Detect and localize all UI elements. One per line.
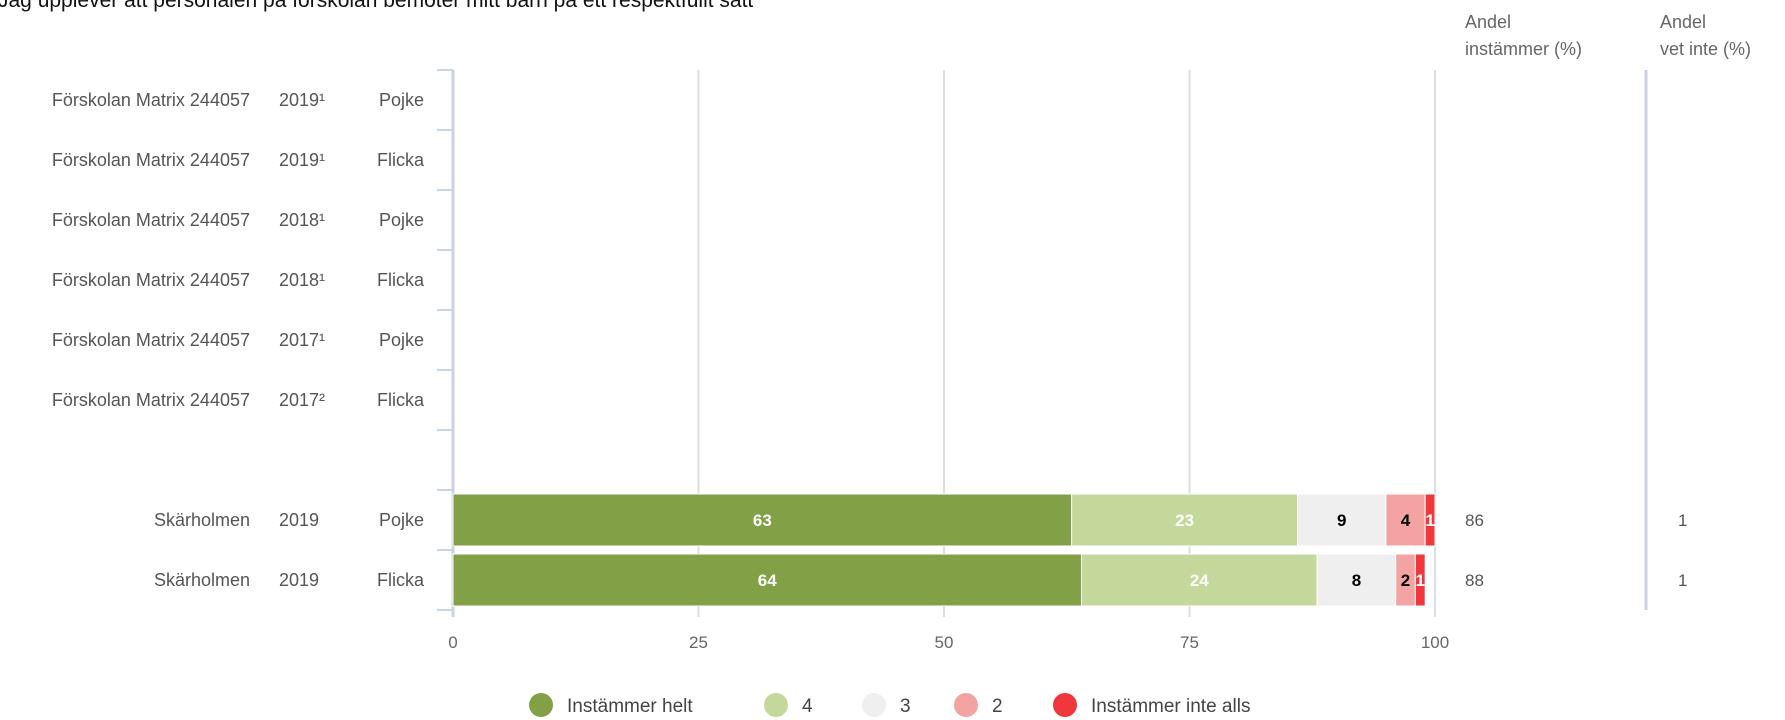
chart-row: Skärholmen 2019 Flicka 64 24 8 2 1 88 1: [154, 553, 1687, 607]
row-year-label: 2019: [279, 510, 319, 530]
chart-row: Förskolan Matrix 244057 2019¹ Pojke: [52, 90, 424, 110]
x-tick-label: 100: [1421, 633, 1449, 652]
column-header-share-dont-know: vet inte (%): [1660, 39, 1751, 59]
legend-label: 3: [900, 696, 911, 717]
bar-segment-label: 63: [753, 511, 772, 530]
grid-lines: [437, 69, 1648, 617]
row-gender-label: Pojke: [379, 510, 424, 530]
row-gender-label: Flicka: [377, 570, 425, 590]
x-tick-label: 0: [448, 633, 457, 652]
row-gender-label: Pojke: [379, 90, 424, 110]
x-tick-label: 25: [689, 633, 708, 652]
x-tick-label: 75: [1180, 633, 1199, 652]
row-gender-label: Flicka: [377, 150, 425, 170]
row-unit-label: Skärholmen: [154, 510, 250, 530]
legend-item[interactable]: 4: [764, 693, 813, 717]
bar-segment-label: 8: [1352, 571, 1361, 590]
bar-segment: [1316, 553, 1397, 607]
chart-row: Förskolan Matrix 244057 2019¹ Flicka: [52, 150, 425, 170]
bar-segment-label: 1: [1425, 511, 1434, 530]
share-dont-know-value: 1: [1678, 511, 1687, 530]
row-year-label: 2017²: [279, 390, 325, 410]
row-gender-label: Flicka: [377, 270, 425, 290]
bar-segment: [1080, 553, 1318, 607]
bar-segment-label: 24: [1190, 571, 1209, 590]
row-unit-label: Förskolan Matrix 244057: [52, 150, 250, 170]
legend-item[interactable]: 2: [954, 693, 1003, 717]
legend-label: 4: [802, 696, 813, 717]
legend-swatch: [529, 693, 553, 717]
bar-segment: [1297, 493, 1387, 547]
row-unit-label: Förskolan Matrix 244057: [52, 330, 250, 350]
bar-segment-label: 2: [1401, 571, 1410, 590]
legend-label: Instämmer helt: [567, 696, 693, 717]
legend-item[interactable]: 3: [862, 693, 911, 717]
row-year-label: 2018¹: [279, 210, 325, 230]
bar-segment: [1414, 553, 1426, 607]
chart-row: Förskolan Matrix 244057 2017² Flicka: [52, 390, 425, 410]
bar-segment-label: 4: [1401, 511, 1411, 530]
bar-segment: [452, 553, 1082, 607]
legend-label: Instämmer inte alls: [1091, 696, 1250, 717]
row-gender-label: Pojke: [379, 330, 424, 350]
row-unit-label: Förskolan Matrix 244057: [52, 270, 250, 290]
legend: Instämmer helt 4 3 2 Instämmer inte alls: [529, 693, 1250, 717]
chart-row: Förskolan Matrix 244057 2018¹ Pojke: [52, 210, 424, 230]
row-unit-label: Förskolan Matrix 244057: [52, 210, 250, 230]
bar-segment-label: 1: [1416, 571, 1425, 590]
row-year-label: 2019¹: [279, 90, 325, 110]
legend-swatch: [764, 693, 788, 717]
row-year-label: 2018¹: [279, 270, 325, 290]
column-header-share-dont-know: Andel: [1660, 12, 1706, 32]
legend-label: 2: [992, 696, 1003, 717]
bar-segment-label: 23: [1175, 511, 1194, 530]
column-header-share-agree: instämmer (%): [1465, 39, 1582, 59]
row-unit-label: Förskolan Matrix 244057: [52, 90, 250, 110]
share-dont-know-value: 1: [1678, 571, 1687, 590]
row-gender-label: Flicka: [377, 390, 425, 410]
chart-rows: Förskolan Matrix 244057 2019¹ PojkeFörskol…: [52, 90, 1687, 607]
row-unit-label: Skärholmen: [154, 570, 250, 590]
share-agree-value: 86: [1465, 511, 1484, 530]
chart-row: Förskolan Matrix 244057 2018¹ Flicka: [52, 270, 425, 290]
bar-segment: [1424, 493, 1436, 547]
row-gender-label: Pojke: [379, 210, 424, 230]
chart-row: Förskolan Matrix 244057 2017¹ Pojke: [52, 330, 424, 350]
legend-swatch: [954, 693, 978, 717]
legend-item[interactable]: Instämmer helt: [529, 693, 693, 717]
legend-swatch: [862, 693, 886, 717]
legend-item[interactable]: Instämmer inte alls: [1053, 693, 1250, 717]
bar-segment-label: 64: [758, 571, 777, 590]
x-axis: 0 25 50 75 100: [448, 633, 1449, 652]
x-tick-label: 50: [935, 633, 954, 652]
row-year-label: 2017¹: [279, 330, 325, 350]
row-year-label: 2019¹: [279, 150, 325, 170]
bar-segment: [1071, 493, 1299, 547]
column-headers: Andel instämmer (%) Andel vet inte (%): [1465, 12, 1751, 59]
chart-row: Skärholmen 2019 Pojke 63 23 9 4 1 86 1: [154, 493, 1687, 547]
bar-segment: [452, 493, 1073, 547]
share-agree-value: 88: [1465, 571, 1484, 590]
bar-segment-label: 9: [1337, 511, 1346, 530]
column-header-share-agree: Andel: [1465, 12, 1511, 32]
chart-title: Jag upplever att personalen på förskolan…: [0, 0, 753, 12]
row-year-label: 2019: [279, 570, 319, 590]
row-unit-label: Förskolan Matrix 244057: [52, 390, 250, 410]
legend-swatch: [1053, 693, 1077, 717]
